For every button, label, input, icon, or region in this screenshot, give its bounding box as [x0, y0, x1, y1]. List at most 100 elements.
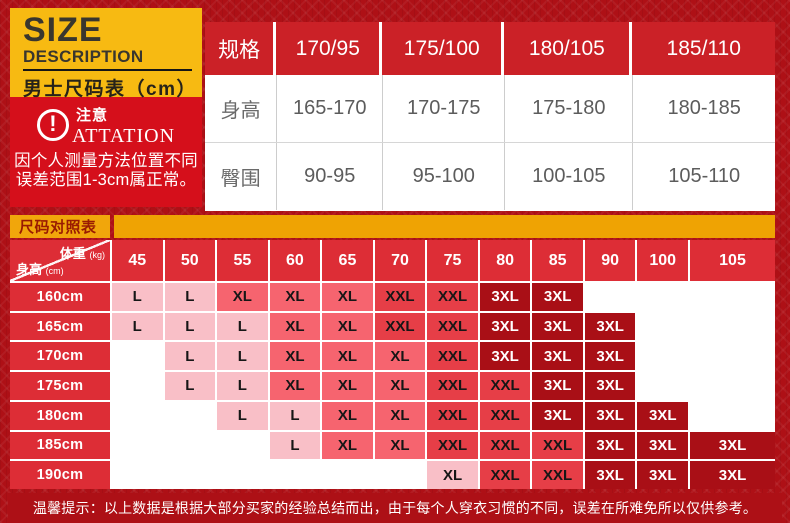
size-cell: XL [269, 342, 321, 371]
size-cell: L [217, 312, 268, 341]
size-cell: XL [269, 312, 321, 341]
size-cell: XL [322, 312, 373, 341]
spec-col-header: 170/95 [276, 22, 383, 75]
size-cell: XXL [479, 431, 531, 460]
height-row-header: 190cm [10, 461, 110, 489]
size-cell: XL [374, 401, 426, 430]
comparison-banner: 尺码对照表 [10, 215, 775, 238]
weight-col-header: 75 [427, 240, 478, 281]
size-cell: L [217, 401, 268, 430]
size-cell-empty [164, 461, 216, 489]
height-row-header: 185cm [10, 431, 110, 460]
size-cell: L [164, 312, 216, 341]
size-cell: 3XL [479, 312, 531, 341]
size-cell: 3XL [637, 431, 688, 460]
exclamation-glyph: ! [49, 111, 57, 136]
size-cell: XXL [374, 283, 426, 311]
title-block: SIZE DESCRIPTION 男士尺码表（cm） [10, 8, 202, 100]
size-cell: XL [322, 401, 373, 430]
chart-name: 男士尺码表（cm） [23, 79, 197, 100]
size-cell-empty [322, 461, 373, 489]
size-cell: 3XL [584, 372, 636, 400]
weight-col-header: 60 [269, 240, 321, 281]
notice-title: 注意 [75, 107, 108, 124]
size-cell: XL [322, 372, 373, 400]
size-cell: L [164, 372, 216, 400]
spec-value-cell: 175-180 [504, 75, 632, 142]
spec-value-cell: 105-110 [632, 143, 775, 210]
spec-col-header: 175/100 [382, 22, 505, 75]
size-cell: 3XL [584, 461, 636, 489]
size-cell: L [112, 312, 163, 341]
size-cell: 3XL [532, 283, 583, 311]
size-cell-empty [112, 461, 163, 489]
spec-col-header: 180/105 [504, 22, 633, 75]
spec-value-cell: 170-175 [382, 75, 504, 142]
size-cell: 3XL [690, 461, 775, 489]
spec-value-cell: 165-170 [276, 75, 382, 142]
size-cell: 3XL [532, 342, 583, 371]
size-cell: 3XL [584, 312, 636, 341]
notice-head: ! 注意 ATTATION [10, 104, 202, 152]
size-cell: L [164, 283, 216, 311]
size-cell: XXL [374, 312, 426, 341]
size-cell-empty [690, 312, 775, 341]
weight-axis-label: 体重 (kg) [59, 246, 105, 261]
weight-col-header: 100 [637, 240, 688, 281]
size-cell-empty [164, 401, 216, 430]
size-cell-empty [690, 283, 775, 311]
size-cell: 3XL [532, 312, 583, 341]
size-cell-empty [690, 372, 775, 400]
spec-col-header: 185/110 [632, 22, 775, 75]
spec-value-cell: 95-100 [382, 143, 504, 210]
size-cell: 3XL [690, 431, 775, 460]
size-cell: XL [322, 283, 373, 311]
size-subtitle: DESCRIPTION [23, 47, 144, 66]
weight-col-header: 55 [217, 240, 268, 281]
spec-row-label: 身高 [220, 100, 261, 122]
size-cell-empty [112, 431, 163, 460]
height-row-header: 160cm [10, 283, 110, 311]
spec-row: 臀围 90-95 95-100 100-105 105-110 [205, 142, 775, 210]
size-cell-empty [690, 401, 775, 430]
spec-header-row: 规格 170/95 175/100 180/105 185/110 [205, 22, 775, 75]
size-cell: 3XL [532, 401, 583, 430]
size-matrix: 体重 (kg) 身高 (cm) 45 50 55 60 65 70 75 80 85 90 100 105… [10, 240, 775, 489]
size-cell: XXL [427, 342, 478, 371]
size-cell-empty [690, 342, 775, 371]
size-cell-empty [374, 461, 426, 489]
footer-tip-bar: 温馨提示：以上数据是根据大部分买家的经验总结而出，由于每个人穿衣习惯的不同，误差… [8, 493, 782, 523]
size-cell: 3XL [584, 401, 636, 430]
size-cell: 3XL [532, 372, 583, 400]
comparison-banner-fill [114, 215, 775, 238]
spec-value-cell: 90-95 [276, 143, 382, 210]
size-cell: XXL [532, 431, 583, 460]
size-cell: L [217, 342, 268, 371]
size-cell: L [269, 401, 321, 430]
weight-col-header: 80 [479, 240, 531, 281]
size-cell-empty [637, 312, 688, 341]
size-cell: XL [322, 342, 373, 371]
weight-col-header: 45 [112, 240, 163, 281]
info-panel: SIZE DESCRIPTION 男士尺码表（cm） ! 注意 ATTATION… [10, 8, 202, 207]
spec-table: 规格 170/95 175/100 180/105 185/110 身高 165-170 1… [205, 22, 775, 211]
height-axis-label: 身高 (cm) [16, 262, 64, 277]
size-cell: XL [269, 372, 321, 400]
size-title: SIZE [23, 11, 103, 49]
footer-tip-text: 温馨提示：以上数据是根据大部分买家的经验总结而出，由于每个人穿衣习惯的不同，误差… [32, 500, 758, 516]
weight-col-header: 85 [532, 240, 583, 281]
comparison-banner-label: 尺码对照表 [10, 215, 110, 238]
spec-value-cell: 180-185 [632, 75, 775, 142]
size-cell: 3XL [637, 401, 688, 430]
height-row-header: 180cm [10, 401, 110, 430]
size-cell-empty [637, 342, 688, 371]
weight-col-header: 90 [584, 240, 636, 281]
matrix-corner-cell: 体重 (kg) 身高 (cm) [10, 240, 110, 281]
notice-subtitle: ATTATION [71, 125, 176, 147]
size-cell: XXL [532, 461, 583, 489]
warning-icon: ! [36, 109, 69, 141]
size-cell: XXL [479, 401, 531, 430]
spec-row: 身高 165-170 170-175 175-180 180-185 [205, 75, 775, 142]
height-axis-label-unit: (cm) [45, 266, 64, 276]
